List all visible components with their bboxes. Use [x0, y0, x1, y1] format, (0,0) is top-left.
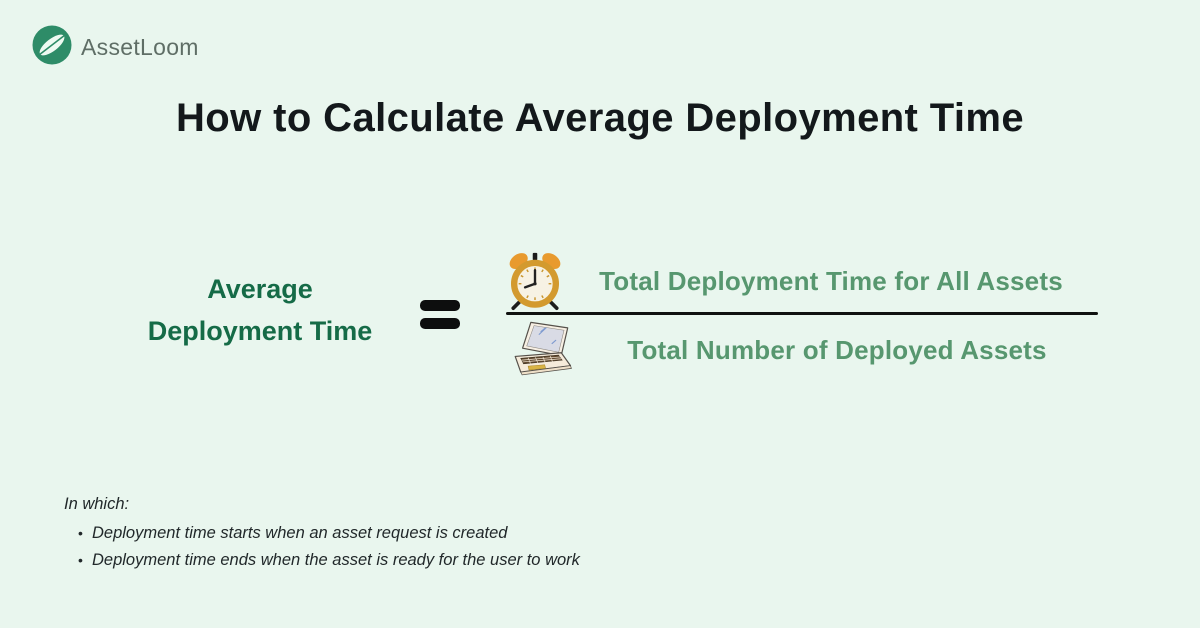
page-title: How to Calculate Average Deployment Time	[175, 96, 1025, 140]
brand-logo: AssetLoom	[32, 25, 199, 70]
denominator-label: Total Number of Deployed Assets	[627, 334, 1047, 365]
notes-item: Deployment time ends when the asset is r…	[78, 549, 580, 571]
equals-sign	[420, 300, 460, 329]
notes-section: In which: Deployment time starts when an…	[64, 493, 580, 576]
formula-fraction: Total Deployment Time for All Assets	[506, 250, 1098, 385]
formula-lhs-line1: Average	[207, 274, 313, 304]
notes-item: Deployment time starts when an asset req…	[78, 522, 580, 544]
formula-lhs: Average Deployment Time	[120, 268, 400, 352]
leaf-circle-icon	[32, 25, 72, 70]
equals-bar-top	[420, 300, 460, 311]
fraction-denominator: Total Number of Deployed Assets	[506, 315, 1098, 385]
equals-bar-bottom	[420, 318, 460, 329]
notes-intro: In which:	[64, 495, 130, 513]
alarm-clock-icon	[506, 251, 564, 311]
formula-lhs-line2: Deployment Time	[147, 316, 373, 346]
fraction-numerator: Total Deployment Time for All Assets	[506, 250, 1098, 312]
brand-name: AssetLoom	[81, 34, 199, 60]
fraction-bar	[506, 312, 1098, 315]
numerator-label: Total Deployment Time for All Assets	[599, 265, 1063, 296]
laptop-icon	[506, 319, 576, 381]
notes-list: Deployment time starts when an asset req…	[64, 522, 580, 571]
